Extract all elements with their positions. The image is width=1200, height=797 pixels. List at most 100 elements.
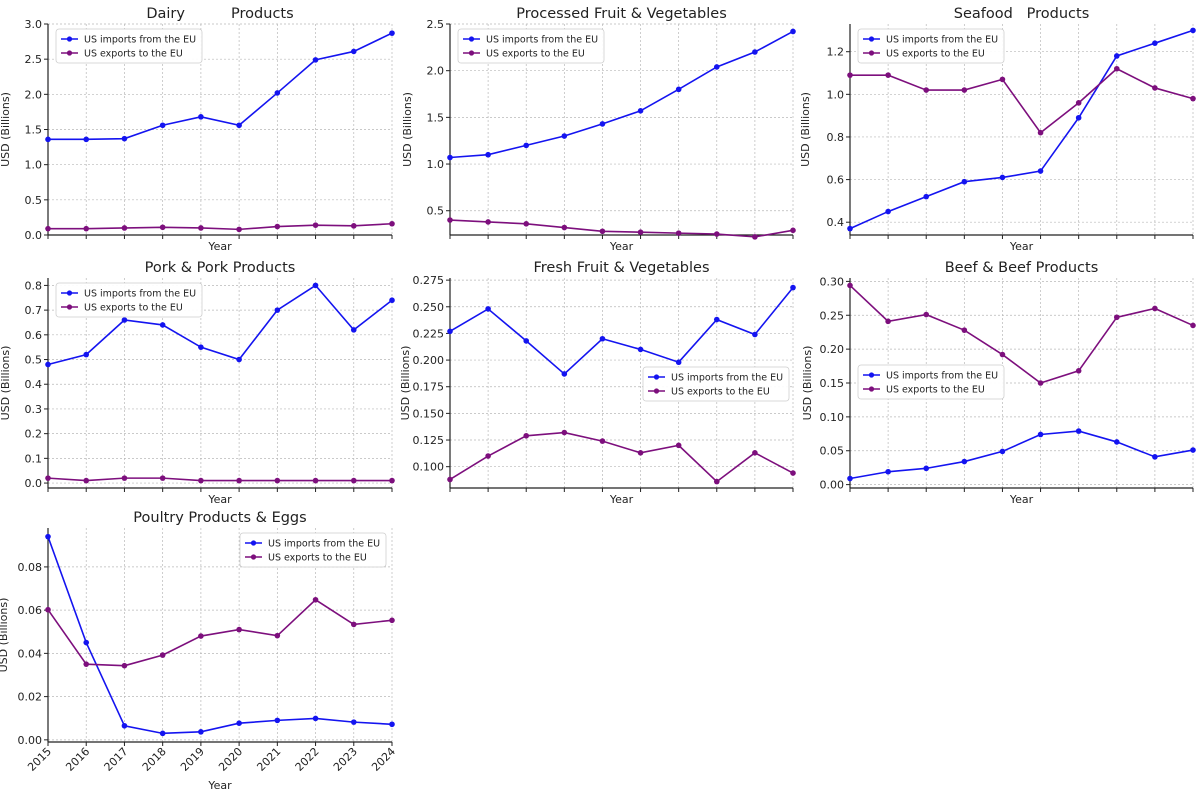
- imports-data-point: [159, 122, 166, 129]
- legend-swatch-marker: [250, 540, 257, 546]
- imports-series-line: [849, 430, 1194, 480]
- legend: US imports from the EU US exports to the …: [457, 28, 605, 64]
- y-tick-label: 0.0: [25, 229, 43, 242]
- x-axis-label: Year: [609, 493, 634, 506]
- chart-title: Processed Fruit & Vegetables: [516, 6, 727, 22]
- exports-data-point: [999, 76, 1006, 83]
- imports-data-point: [389, 297, 395, 304]
- x-tick-label: 2017: [102, 745, 131, 774]
- exports-data-point: [274, 632, 281, 639]
- imports-data-point: [236, 356, 242, 363]
- imports-data-point: [637, 346, 644, 353]
- legend-swatch-marker: [868, 386, 875, 392]
- exports-data-point: [1037, 380, 1044, 386]
- y-axis-label: USD (Billions): [0, 346, 12, 421]
- exports-data-point: [885, 72, 891, 78]
- exports-data-point: [923, 311, 930, 318]
- y-tick-label: 0.02: [18, 691, 43, 704]
- exports-data-point: [198, 477, 204, 484]
- imports-series-line: [47, 284, 393, 366]
- exports-data-point: [485, 453, 491, 459]
- legend-swatch-marker: [868, 36, 875, 42]
- exports-data-point: [389, 617, 395, 624]
- imports-data-point: [121, 722, 128, 729]
- x-axis-label: Year: [207, 240, 232, 253]
- imports-data-point: [350, 327, 357, 333]
- exports-data-point: [198, 225, 204, 231]
- exports-data-point: [485, 219, 491, 225]
- exports-data-point: [523, 220, 530, 227]
- legend-swatch-marker: [653, 388, 660, 394]
- legend-label-imports: US imports from the EU: [486, 35, 598, 46]
- exports-data-point: [713, 231, 720, 237]
- imports-data-point: [790, 28, 796, 35]
- imports-data-point: [847, 225, 853, 232]
- exports-data-point: [312, 477, 319, 484]
- exports-data-point: [389, 220, 395, 227]
- imports-data-point: [885, 208, 891, 215]
- exports-data-point: [599, 438, 606, 444]
- legend-swatch-marker: [66, 50, 73, 56]
- chart-panel: 0.5 1.0 1.5 2.0 2.5 Processed Fruit & Vegetab…: [401, 6, 796, 253]
- x-axis-label: Year: [1009, 240, 1034, 253]
- y-tick-label: 1.0: [25, 159, 43, 172]
- imports-data-point: [447, 154, 453, 161]
- chart-title: Dairy Products: [146, 6, 293, 22]
- imports-data-point: [713, 316, 720, 323]
- y-tick-label: 0.275: [413, 274, 445, 287]
- y-tick-label: 0.25: [820, 309, 845, 322]
- x-tick-label: 2018: [140, 745, 169, 774]
- imports-data-point: [1190, 27, 1196, 34]
- exports-data-point: [523, 432, 530, 439]
- y-tick-label: 0.05: [820, 445, 845, 458]
- x-axis-label: Year: [609, 240, 634, 253]
- chart-title: Beef & Beef Products: [945, 260, 1099, 276]
- legend-swatch-marker: [66, 304, 73, 310]
- exports-data-point: [1190, 322, 1196, 329]
- y-tick-label: 0.5: [25, 354, 43, 367]
- y-tick-label: 0.7: [25, 304, 43, 317]
- y-tick-label: 0.5: [25, 194, 43, 207]
- y-tick-label: 1.0: [827, 88, 845, 101]
- y-tick-label: 0.8: [25, 279, 43, 292]
- imports-data-point: [45, 361, 51, 368]
- legend: US imports from the EU US exports to the …: [55, 282, 203, 318]
- y-axis-label: USD (Billions): [399, 346, 412, 421]
- imports-data-point: [561, 371, 568, 377]
- y-tick-label: 0.06: [18, 604, 43, 617]
- chart-title: Seafood Products: [954, 6, 1090, 22]
- imports-data-point: [999, 448, 1006, 455]
- exports-data-point: [675, 442, 682, 449]
- exports-data-point: [713, 478, 720, 485]
- imports-data-point: [523, 142, 530, 149]
- imports-data-point: [1113, 53, 1120, 59]
- imports-data-point: [523, 338, 530, 344]
- imports-data-point: [961, 458, 968, 465]
- imports-data-point: [274, 90, 281, 96]
- imports-data-point: [1152, 454, 1158, 460]
- exports-data-point: [847, 72, 853, 78]
- exports-data-point: [923, 87, 930, 93]
- exports-data-point: [312, 222, 319, 228]
- imports-data-point: [561, 133, 568, 139]
- x-axis-label: Year: [207, 779, 232, 792]
- exports-data-point: [45, 225, 51, 232]
- imports-data-point: [1075, 428, 1082, 434]
- exports-data-point: [83, 661, 90, 667]
- legend-swatch-marker: [468, 36, 475, 42]
- imports-data-point: [121, 317, 128, 323]
- exports-data-point: [159, 475, 166, 481]
- imports-data-point: [485, 306, 491, 312]
- exports-data-point: [350, 477, 357, 484]
- imports-data-point: [599, 335, 606, 342]
- exports-data-point: [121, 662, 128, 669]
- y-tick-label: 2.0: [25, 88, 43, 101]
- exports-data-point: [350, 621, 357, 628]
- exports-data-point: [121, 475, 128, 481]
- imports-data-point: [447, 328, 453, 335]
- exports-data-point: [447, 217, 453, 223]
- x-tick-label: 2021: [254, 745, 283, 774]
- y-tick-label: 1.0: [427, 158, 445, 171]
- exports-data-point: [885, 318, 891, 325]
